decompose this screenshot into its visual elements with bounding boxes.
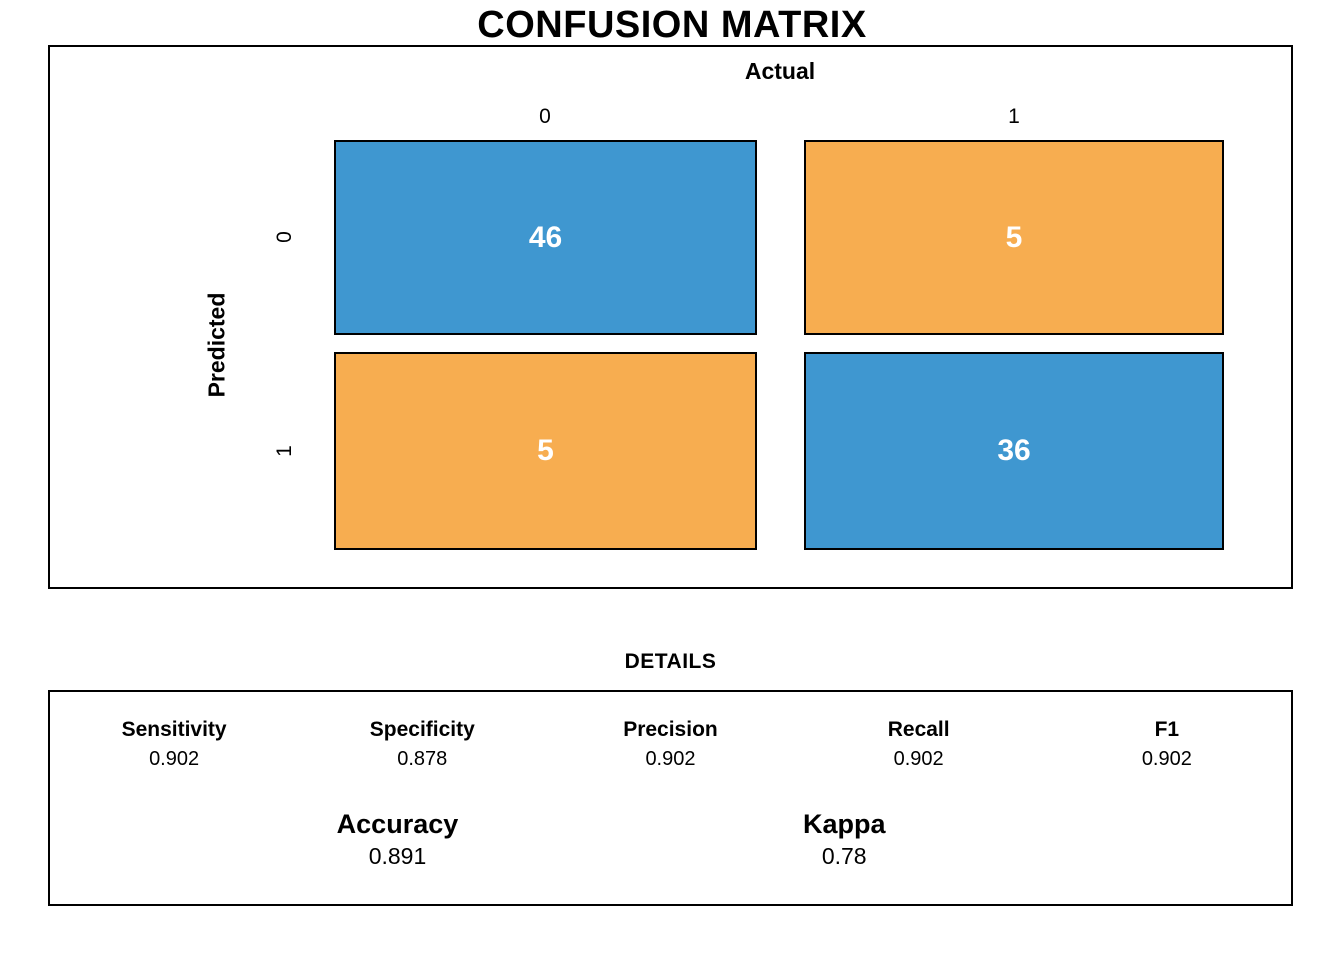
details-title: DETAILS (624, 650, 717, 673)
byclass-metrics-row: Sensitivity 0.902 Specificity 0.878 Prec… (50, 692, 1291, 771)
column-label-0: 0 (539, 105, 551, 128)
metric-label: Sensitivity (121, 718, 227, 741)
details-panel: Sensitivity 0.902 Specificity 0.878 Prec… (48, 690, 1293, 906)
metric-f1: F1 0.902 (1043, 718, 1291, 771)
metric-recall: Recall 0.902 (795, 718, 1043, 771)
metric-precision: Precision 0.902 (546, 718, 794, 771)
page-title: CONFUSION MATRIX (477, 4, 867, 46)
cell-value: 36 (997, 434, 1031, 467)
metric-label: Accuracy (336, 809, 459, 839)
metric-value: 0.878 (397, 748, 448, 770)
metric-value: 0.891 (368, 843, 427, 869)
metric-label: Specificity (369, 718, 475, 741)
metric-kappa: Kappa 0.78 (621, 809, 1068, 870)
row-label-0: 0 (273, 231, 296, 243)
cell-pred1-actual1: 36 (804, 352, 1224, 550)
overall-metrics-row: Accuracy 0.891 Kappa 0.78 (50, 771, 1291, 870)
metric-label: F1 (1154, 718, 1180, 741)
metric-value: 0.78 (821, 843, 867, 869)
metric-label: Precision (623, 718, 718, 741)
metric-value: 0.902 (893, 748, 944, 770)
cell-value: 5 (1005, 220, 1023, 254)
metric-value: 0.902 (1141, 748, 1192, 770)
cell-pred0-actual1: 5 (804, 140, 1224, 335)
cell-value: 46 (528, 220, 563, 254)
metric-sensitivity: Sensitivity 0.902 (50, 718, 298, 771)
metric-accuracy: Accuracy 0.891 (174, 809, 621, 870)
metric-value: 0.902 (149, 748, 200, 770)
column-label-1: 1 (1008, 105, 1020, 128)
cell-pred1-actual0: 5 (334, 352, 757, 550)
row-label-1: 1 (273, 445, 296, 457)
cell-pred0-actual0: 46 (334, 140, 757, 335)
matrix-panel: Actual 0 1 Predicted 0 1 46 5 5 36 (48, 45, 1293, 589)
metric-label: Recall (887, 718, 950, 741)
metric-label: Kappa (802, 809, 886, 839)
x-axis-title: Actual (744, 58, 816, 84)
cell-value: 5 (537, 434, 554, 467)
metric-value: 0.902 (645, 748, 696, 770)
metric-specificity: Specificity 0.878 (298, 718, 546, 771)
y-axis-title: Predicted (203, 292, 230, 398)
